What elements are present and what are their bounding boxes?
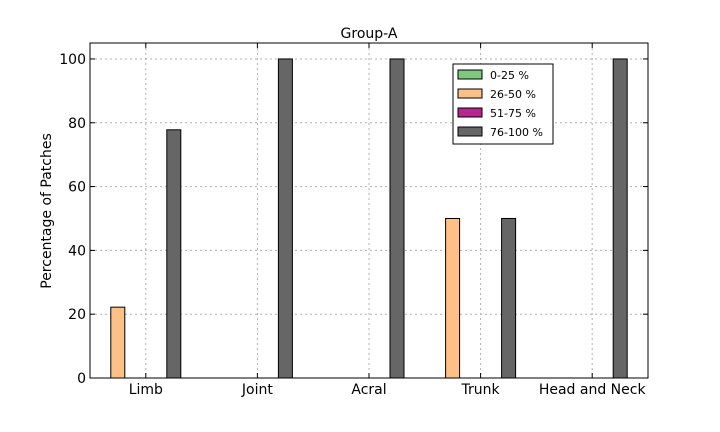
x-tick-label: Joint xyxy=(241,382,273,398)
legend-label: 76-100 % xyxy=(490,126,543,139)
legend-label: 51-75 % xyxy=(490,107,536,120)
legend-swatch xyxy=(457,107,483,118)
y-axis-label: Percentage of Patches xyxy=(39,133,55,289)
chart-title: Group-A xyxy=(341,26,398,42)
y-tick-label: 80 xyxy=(68,116,86,132)
y-tick-label: 20 xyxy=(68,307,86,323)
x-tick-label: Limb xyxy=(129,382,163,398)
bar xyxy=(612,58,628,379)
y-tick-label: 40 xyxy=(68,243,86,259)
x-tick-label: Acral xyxy=(351,382,386,398)
y-tick-label: 0 xyxy=(77,371,86,387)
legend-label: 0-25 % xyxy=(490,69,529,82)
legend-label: 26-50 % xyxy=(490,88,536,101)
y-tick-label: 100 xyxy=(59,52,86,68)
x-tick-label: Head and Neck xyxy=(539,382,647,398)
y-tick-label: 60 xyxy=(68,180,86,196)
legend: 0-25 % 26-50 % 51-75 % 76-100 % xyxy=(452,63,554,145)
legend-swatch xyxy=(457,126,483,137)
legend-swatch xyxy=(457,88,483,99)
bar xyxy=(110,306,126,379)
bar xyxy=(445,217,461,379)
x-tick-label: Trunk xyxy=(461,382,501,398)
legend-swatch xyxy=(457,69,483,80)
bar xyxy=(277,58,293,379)
bar xyxy=(166,129,182,379)
bar xyxy=(501,217,517,379)
ticks: 0 20 40 60 80 100 Limb Joint Acral Trunk Head and … xyxy=(59,43,648,398)
bar xyxy=(389,58,405,379)
